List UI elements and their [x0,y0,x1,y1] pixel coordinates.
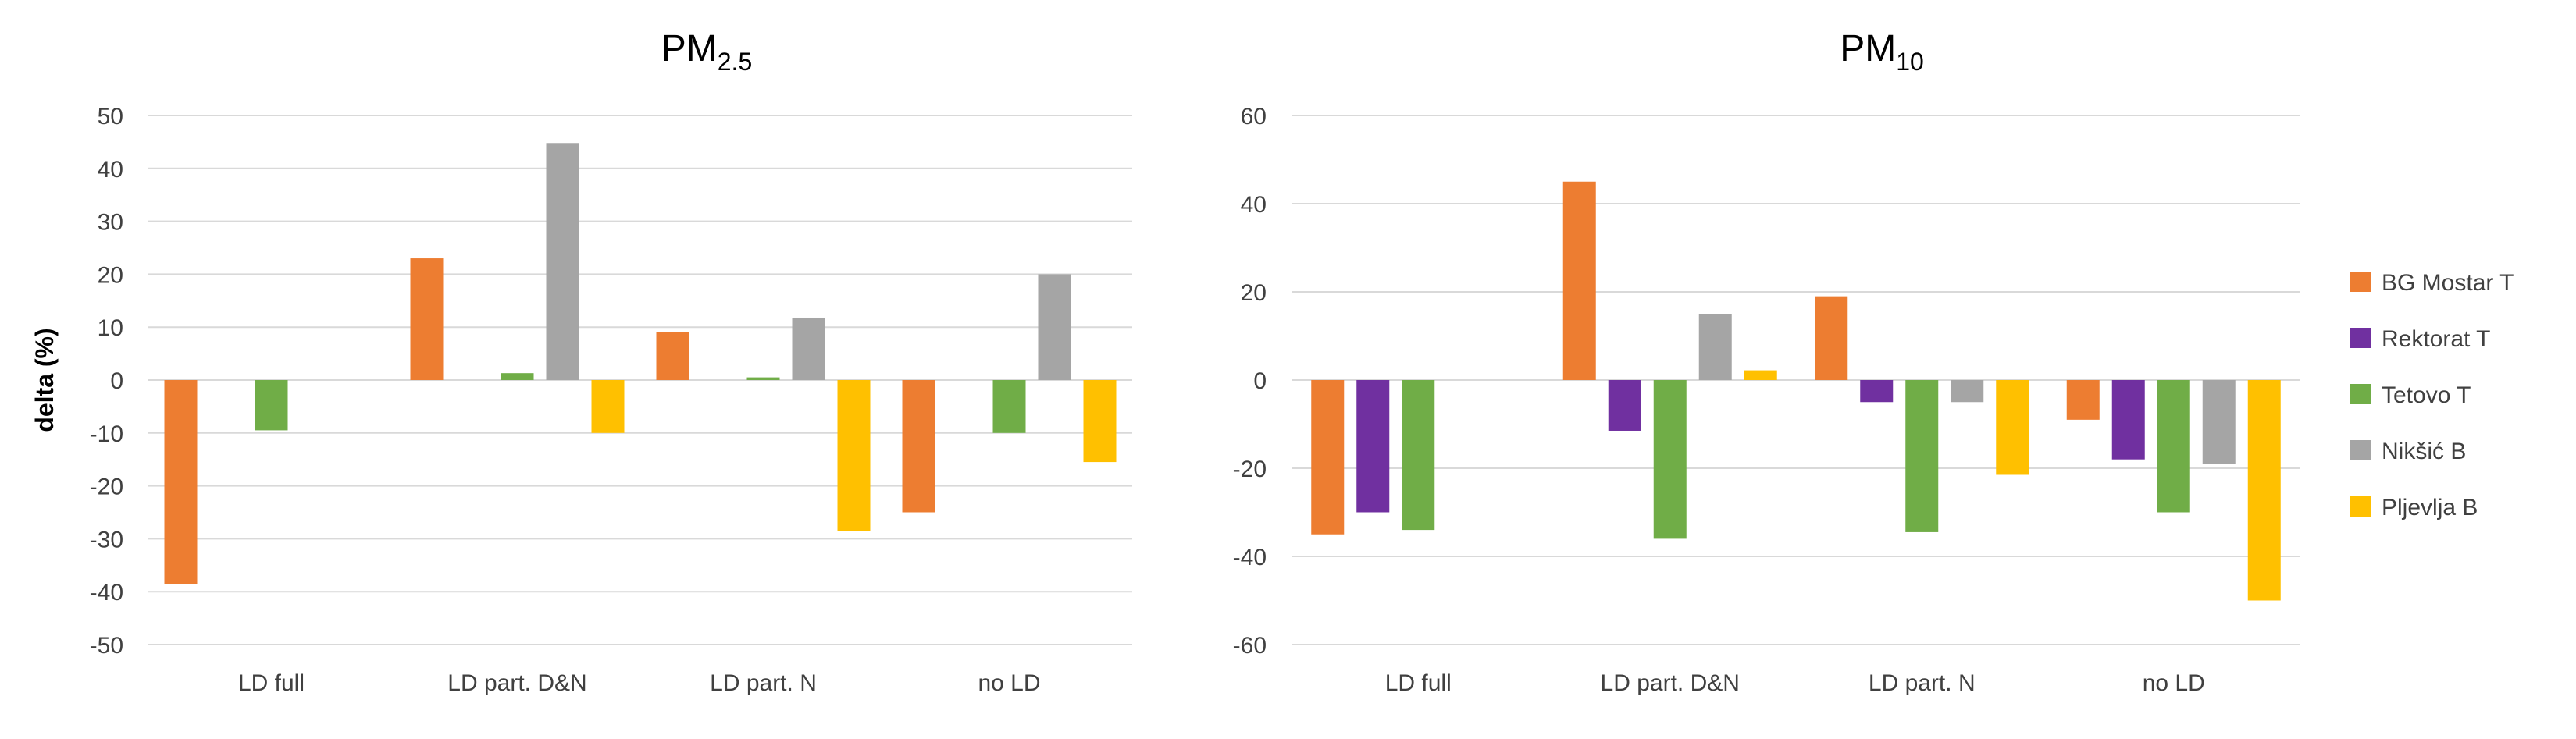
y-tick-label-0: -20 [90,474,123,500]
bar-1-bg-mostar-t-3 [2066,380,2100,420]
y-tick-label-0: -30 [90,527,123,552]
y-tick-label-0: 10 [98,315,123,341]
bar-1-pljevlja-b-1 [1744,370,1777,380]
bar-1-rektorat-t-1 [1608,380,1641,431]
bar-0-tetovo-t-2 [746,377,780,380]
legend-label-bg-mostar-t: BG Mostar T [2382,270,2514,296]
y-tick-label-0: 40 [98,157,123,183]
category-label-1: no LD [2143,670,2205,696]
bar-1-pljevlja-b-3 [2247,380,2281,601]
y-tick-label-0: -50 [90,633,123,659]
bar-1-nik-i-b-1 [1698,314,1732,380]
chart-title-0: PM2.5 [661,28,752,76]
y-tick-label-0: -40 [90,580,123,606]
category-label-0: LD part. D&N [447,670,586,696]
bar-1-tetovo-t-1 [1653,380,1687,539]
bar-1-rektorat-t-0 [1356,380,1390,513]
category-label-1: LD part. D&N [1601,670,1740,696]
bar-0-tetovo-t-0 [255,380,288,431]
y-tick-label-1: 20 [1241,280,1267,306]
legend-label-pljevlja-b: Pljevlja B [2382,495,2478,520]
bar-0-bg-mostar-t-1 [410,258,444,380]
y-tick-label-0: -10 [90,421,123,447]
category-label-0: no LD [978,670,1040,696]
legend-label-tetovo-t: Tetovo T [2382,382,2471,408]
bar-1-bg-mostar-t-0 [1311,380,1345,535]
y-axis-label: delta (%) [30,328,59,432]
legend-swatch-rektorat-t [2350,328,2371,348]
bar-1-nik-i-b-3 [2202,380,2236,464]
bar-0-tetovo-t-1 [501,373,534,380]
category-label-0: LD full [238,670,305,696]
bar-1-tetovo-t-3 [2157,380,2190,513]
bar-1-tetovo-t-2 [1905,380,1939,532]
bar-0-bg-mostar-t-3 [902,380,935,513]
bar-1-nik-i-b-2 [1951,380,1984,403]
chart-title-subscript: 2.5 [718,48,752,76]
legend-swatch-bg-mostar-t [2350,272,2371,292]
category-label-1: LD part. N [1869,670,1976,696]
legend-label-rektorat-t: Rektorat T [2382,326,2491,352]
bar-0-pljevlja-b-2 [837,380,871,531]
legend-swatch-tetovo-t [2350,384,2371,404]
bar-1-rektorat-t-3 [2111,380,2145,460]
y-tick-label-1: -20 [1233,457,1267,482]
bar-0-pljevlja-b-3 [1083,380,1117,463]
category-label-1: LD full [1385,670,1452,696]
bar-1-bg-mostar-t-1 [1562,181,1596,380]
category-label-0: LD part. N [710,670,817,696]
chart-title-subscript: 10 [1896,48,1924,76]
chart-title-main: PM [1840,28,1896,69]
y-tick-label-1: 40 [1241,192,1267,218]
bar-1-pljevlja-b-2 [1996,380,2029,475]
y-tick-label-1: -40 [1233,545,1267,570]
bar-0-nik-i-b-1 [546,143,579,381]
y-tick-label-0: 50 [98,104,123,130]
bar-0-bg-mostar-t-2 [656,332,689,380]
bar-0-bg-mostar-t-0 [164,380,198,584]
legend-swatch-nik-i-b [2350,440,2371,460]
legend-swatch-pljevlja-b [2350,496,2371,517]
y-tick-label-0: 20 [98,262,123,288]
chart-title-1: PM10 [1840,28,1924,76]
bar-0-nik-i-b-3 [1038,274,1071,380]
y-tick-label-1: 60 [1241,104,1267,130]
bar-1-tetovo-t-0 [1402,380,1435,531]
bar-1-bg-mostar-t-2 [1815,296,1848,380]
y-tick-label-0: 0 [110,368,123,394]
bar-1-rektorat-t-2 [1860,380,1894,403]
bar-0-pljevlja-b-1 [591,380,625,433]
legend-label-nik-i-b: Nikšić B [2382,439,2466,464]
bar-0-nik-i-b-2 [792,317,825,380]
y-tick-label-0: 30 [98,210,123,236]
chart-title-main: PM [661,28,718,69]
y-tick-label-1: 0 [1253,368,1267,394]
bar-0-tetovo-t-3 [992,380,1026,433]
y-tick-label-1: -60 [1233,633,1267,659]
